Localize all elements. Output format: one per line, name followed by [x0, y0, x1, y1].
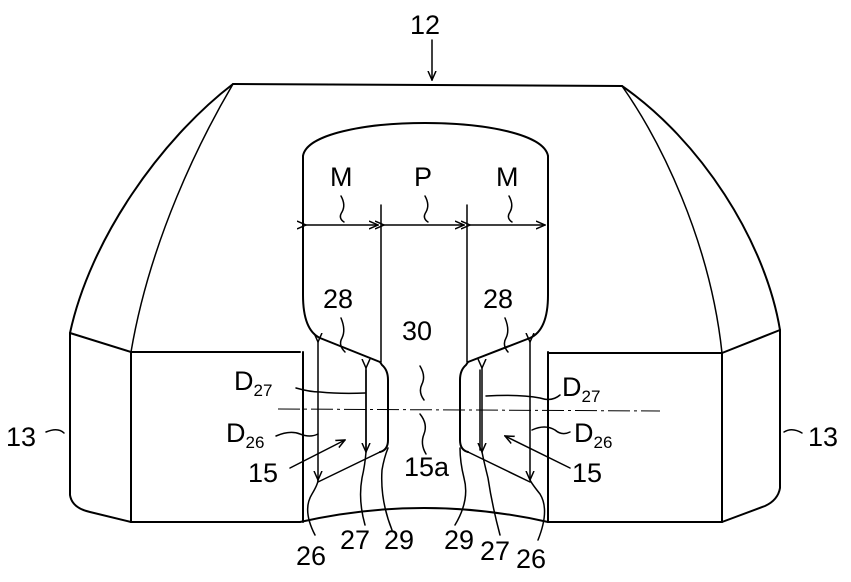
label-26-left: 26 — [296, 541, 326, 571]
label-15a: 15a — [404, 452, 450, 482]
leader-26-right — [530, 480, 545, 540]
label-D27-right: D27 — [562, 372, 600, 406]
label-29-left: 29 — [384, 525, 414, 555]
center-axis-line — [278, 409, 660, 411]
label-12: 12 — [410, 10, 440, 40]
label-27-right: 27 — [480, 536, 510, 566]
label-P: P — [414, 162, 432, 192]
label-28-right: 28 — [483, 284, 513, 314]
squiggle-M-left — [340, 196, 344, 222]
leader-13-left — [46, 430, 64, 433]
right-outer-side — [722, 330, 780, 522]
label-29-right: 29 — [444, 525, 474, 555]
top-edge — [233, 84, 622, 86]
left-inner-dome — [131, 84, 233, 352]
leader-30 — [420, 366, 424, 400]
leader-D26-left — [276, 432, 318, 436]
leader-D26-right — [532, 427, 570, 434]
squiggle-P — [424, 196, 428, 222]
leader-27-right — [482, 452, 500, 535]
left-outer-side — [70, 333, 131, 522]
label-15-right: 15 — [572, 458, 602, 488]
left-pocket — [380, 362, 388, 452]
label-D26-right: D26 — [574, 418, 612, 452]
label-15-left: 15 — [248, 458, 278, 488]
leader-26-left — [308, 480, 318, 535]
arrow-15-right — [505, 436, 570, 468]
left-diag-land — [318, 452, 380, 482]
squiggle-M-right — [508, 196, 512, 222]
label-27-left: 27 — [340, 525, 370, 555]
leader-27-left — [361, 452, 366, 525]
label-D26-left: D26 — [226, 418, 264, 452]
leader-29-right — [455, 448, 466, 525]
right-inner-dome — [622, 86, 722, 353]
label-26-right: 26 — [516, 544, 546, 574]
leader-D27-left — [296, 388, 365, 393]
right-facet-top — [548, 330, 780, 353]
label-13-right: 13 — [808, 422, 838, 452]
leader-29-left — [382, 448, 392, 530]
left-outer-dome — [70, 84, 233, 333]
label-M-left: M — [330, 162, 353, 192]
leader-13-right — [784, 430, 802, 433]
label-13-left: 13 — [6, 422, 36, 452]
bottom-center-curve — [300, 508, 548, 522]
label-D27-left: D27 — [234, 366, 272, 400]
label-30: 30 — [402, 316, 432, 346]
label-M-right: M — [496, 162, 519, 192]
leader-15a — [420, 414, 426, 454]
right-pocket — [460, 362, 468, 452]
label-28-left: 28 — [323, 284, 353, 314]
slot-arch — [303, 123, 548, 156]
right-diag-land — [468, 452, 530, 482]
left-facet-top — [70, 333, 300, 352]
